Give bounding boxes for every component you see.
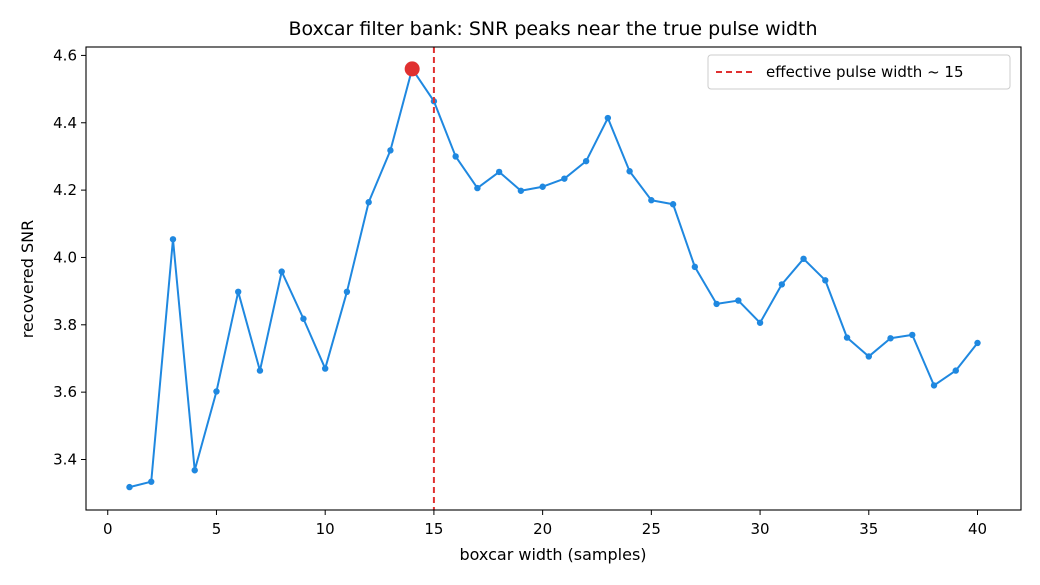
data-point: [582, 157, 590, 165]
x-axis-label: boxcar width (samples): [459, 545, 646, 564]
data-point: [713, 300, 720, 308]
data-point: [321, 365, 329, 372]
data-point: [213, 388, 220, 395]
data-point: [887, 335, 894, 342]
data-point: [909, 331, 916, 339]
peak-marker: [404, 61, 420, 77]
x-tick-label: 35: [859, 520, 878, 538]
data-point: [474, 184, 481, 192]
data-point: [191, 467, 198, 474]
y-tick-label: 4.6: [53, 46, 77, 64]
data-point: [561, 175, 568, 182]
data-point: [843, 334, 851, 341]
y-tick-label: 3.8: [53, 316, 77, 334]
x-tick-label: 25: [642, 520, 661, 538]
data-point: [278, 268, 285, 275]
data-point: [648, 197, 655, 204]
x-tick-label: 30: [751, 520, 770, 538]
x-tick-label: 5: [212, 520, 222, 538]
data-point: [778, 281, 786, 288]
y-tick-label: 3.4: [53, 450, 77, 468]
data-point: [387, 147, 394, 154]
chart-title: Boxcar filter bank: SNR peaks near the t…: [288, 18, 817, 40]
data-point: [343, 288, 351, 296]
x-tick-label: 0: [103, 520, 113, 538]
axes-frame: [85, 46, 1022, 511]
data-point: [148, 478, 155, 485]
x-tick-label: 10: [316, 520, 335, 538]
data-point: [604, 114, 612, 122]
data-point: [669, 201, 677, 208]
y-axis-label: recovered SNR: [18, 220, 37, 339]
data-point: [235, 288, 242, 296]
data-point: [691, 263, 699, 271]
data-point: [865, 353, 872, 360]
data-point: [517, 187, 525, 194]
plot-area: 0 5 10 15 20 25 30 35 40 3.4 3.6 3.8 4.0 4.2 4.4 4.6: [53, 46, 987, 538]
data-point: [626, 168, 633, 175]
data-point: [126, 483, 133, 491]
data-point: [300, 315, 307, 322]
y-tick-label: 4.4: [53, 114, 77, 132]
legend: effective pulse width ~ 15: [707, 54, 1011, 90]
data-point: [735, 297, 742, 304]
data-point: [169, 236, 177, 243]
data-point: [952, 367, 959, 374]
x-tick-label: 20: [533, 520, 552, 538]
data-point: [756, 319, 764, 326]
legend-box: [707, 54, 1011, 90]
data-point: [452, 153, 459, 160]
y-tick-label: 3.6: [53, 383, 77, 401]
data-point: [930, 382, 938, 389]
y-tick-label: 4.0: [53, 248, 77, 266]
x-tick-label: 40: [968, 520, 987, 538]
data-point: [256, 367, 264, 374]
data-point: [800, 255, 807, 263]
series-line: [129, 67, 979, 489]
legend-entry: effective pulse width ~ 15: [766, 63, 964, 81]
x-tick-label: 15: [424, 520, 443, 538]
data-point: [539, 183, 546, 190]
data-point: [974, 339, 981, 347]
data-point: [822, 277, 829, 284]
data-point: [365, 199, 372, 206]
y-tick-label: 4.2: [53, 181, 77, 199]
data-point: [495, 168, 503, 176]
